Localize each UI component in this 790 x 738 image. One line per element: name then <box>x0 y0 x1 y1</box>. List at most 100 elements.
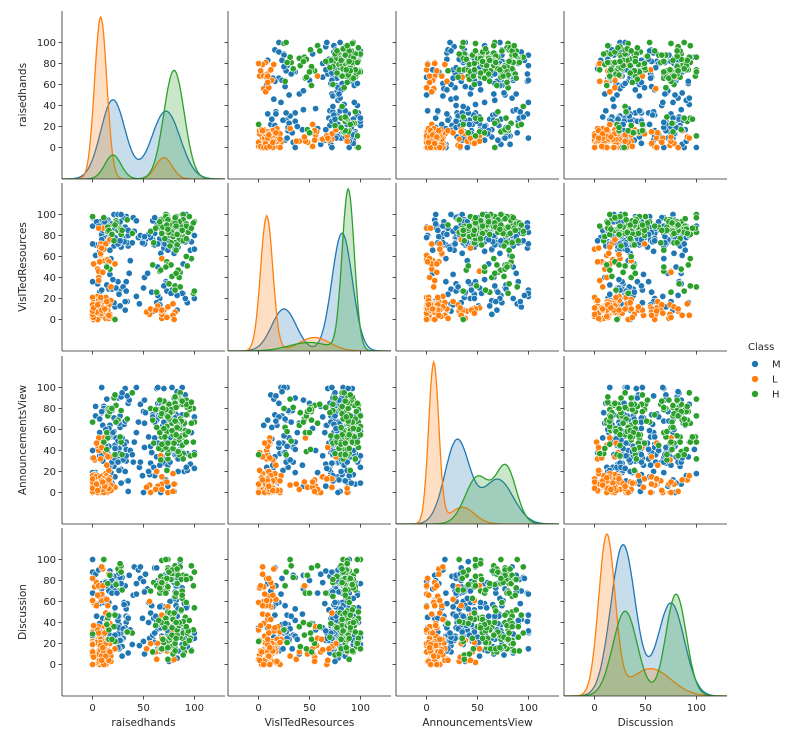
scatter-point-H <box>100 438 108 446</box>
scatter-point-H <box>493 261 501 269</box>
scatter-point-L <box>434 293 442 301</box>
scatter-point-H <box>164 583 172 591</box>
scatter-point-M <box>277 98 285 106</box>
y-tick-label: 80 <box>43 404 56 415</box>
scatter-point-L <box>628 313 636 321</box>
scatter-point-M <box>660 255 668 263</box>
scatter-point-M <box>279 116 287 124</box>
scatter-point-M <box>423 234 431 242</box>
scatter-point-M <box>508 94 516 102</box>
scatter-point-M <box>633 278 641 286</box>
scatter-point-L <box>595 244 603 252</box>
scatter-point-H <box>174 448 182 456</box>
scatter-point-M <box>494 136 502 144</box>
scatter-point-H <box>603 82 611 90</box>
scatter-point-M <box>275 48 283 56</box>
scatter-point-H <box>354 144 362 152</box>
scatter-point-H <box>307 82 315 90</box>
scatter-point-H <box>504 223 512 231</box>
scatter-point-H <box>344 404 352 412</box>
scatter-point-M <box>132 292 140 300</box>
scatter-point-L <box>272 129 280 137</box>
scatter-point-L <box>685 472 693 480</box>
scatter-point-M <box>442 278 450 286</box>
scatter-point-L <box>111 260 119 268</box>
scatter-point-M <box>356 479 364 487</box>
scatter-point-L <box>433 133 441 141</box>
scatter-point-H <box>170 439 178 447</box>
scatter-point-L <box>607 304 615 312</box>
scatter-point-M <box>135 642 143 650</box>
scatter-point-H <box>184 428 192 436</box>
scatter-point-H <box>343 42 351 50</box>
scatter-point-H <box>692 283 700 291</box>
scatter-point-L <box>169 487 177 495</box>
scatter-point-H <box>172 634 180 642</box>
scatter-point-H <box>329 81 337 89</box>
scatter-point-H <box>178 397 186 405</box>
scatter-point-L <box>674 305 682 313</box>
scatter-point-M <box>523 223 531 231</box>
scatter-point-H <box>640 59 648 67</box>
scatter-point-L <box>152 485 160 493</box>
scatter-point-L <box>424 258 432 266</box>
scatter-point-M <box>523 70 531 78</box>
scatter-point-L <box>259 127 267 135</box>
scatter-point-L <box>261 439 269 447</box>
scatter-point-H <box>155 616 163 624</box>
scatter-point-L <box>96 258 104 266</box>
panel-marks <box>396 359 559 524</box>
scatter-point-M <box>125 269 133 277</box>
scatter-point-H <box>613 315 621 323</box>
scatter-point-M <box>524 76 532 84</box>
scatter-point-H <box>500 272 508 280</box>
scatter-point-L <box>105 476 113 484</box>
scatter-point-L <box>427 224 435 232</box>
scatter-point-M <box>139 472 147 480</box>
scatter-point-H <box>660 68 668 76</box>
scatter-point-H <box>299 57 307 65</box>
scatter-point-L <box>163 313 171 321</box>
scatter-point-H <box>343 78 351 86</box>
scatter-point-L <box>621 137 629 145</box>
scatter-point-H <box>123 216 131 224</box>
scatter-point-H <box>604 58 612 66</box>
scatter-point-M <box>106 246 114 254</box>
scatter-point-H <box>485 70 493 78</box>
scatter-point-M <box>278 388 286 396</box>
scatter-point-H <box>615 261 623 269</box>
scatter-point-M <box>141 588 149 596</box>
scatter-point-L <box>615 306 623 314</box>
scatter-point-M <box>637 458 645 466</box>
scatter-point-L <box>648 453 656 461</box>
scatter-point-H <box>172 222 180 230</box>
scatter-point-L <box>607 133 615 141</box>
scatter-point-H <box>692 132 700 140</box>
scatter-point-M <box>117 479 125 487</box>
scatter-point-H <box>596 222 604 230</box>
scatter-point-H <box>629 263 637 271</box>
scatter-point-H <box>349 74 357 82</box>
scatter-point-H <box>680 451 688 459</box>
scatter-point-H <box>345 444 353 452</box>
y-axis-label: VisITedResources <box>17 222 29 312</box>
scatter-point-M <box>120 601 128 609</box>
y-tick-label: 0 <box>50 143 56 154</box>
scatter-point-H <box>287 437 295 445</box>
scatter-point-H <box>470 226 478 234</box>
scatter-point-M <box>486 302 494 310</box>
scatter-point-M <box>299 396 307 404</box>
scatter-point-L <box>659 309 667 317</box>
scatter-point-L <box>143 645 151 653</box>
scatter-point-L <box>678 476 686 484</box>
scatter-point-M <box>151 214 159 222</box>
scatter-point-M <box>319 452 327 460</box>
scatter-point-L <box>295 485 303 493</box>
scatter-point-H <box>660 403 668 411</box>
scatter-point-L <box>89 574 97 582</box>
panel-marks <box>423 38 532 152</box>
scatter-point-M <box>671 91 679 99</box>
scatter-point-H <box>623 228 631 236</box>
scatter-point-L <box>599 305 607 313</box>
scatter-point-H <box>638 127 646 135</box>
